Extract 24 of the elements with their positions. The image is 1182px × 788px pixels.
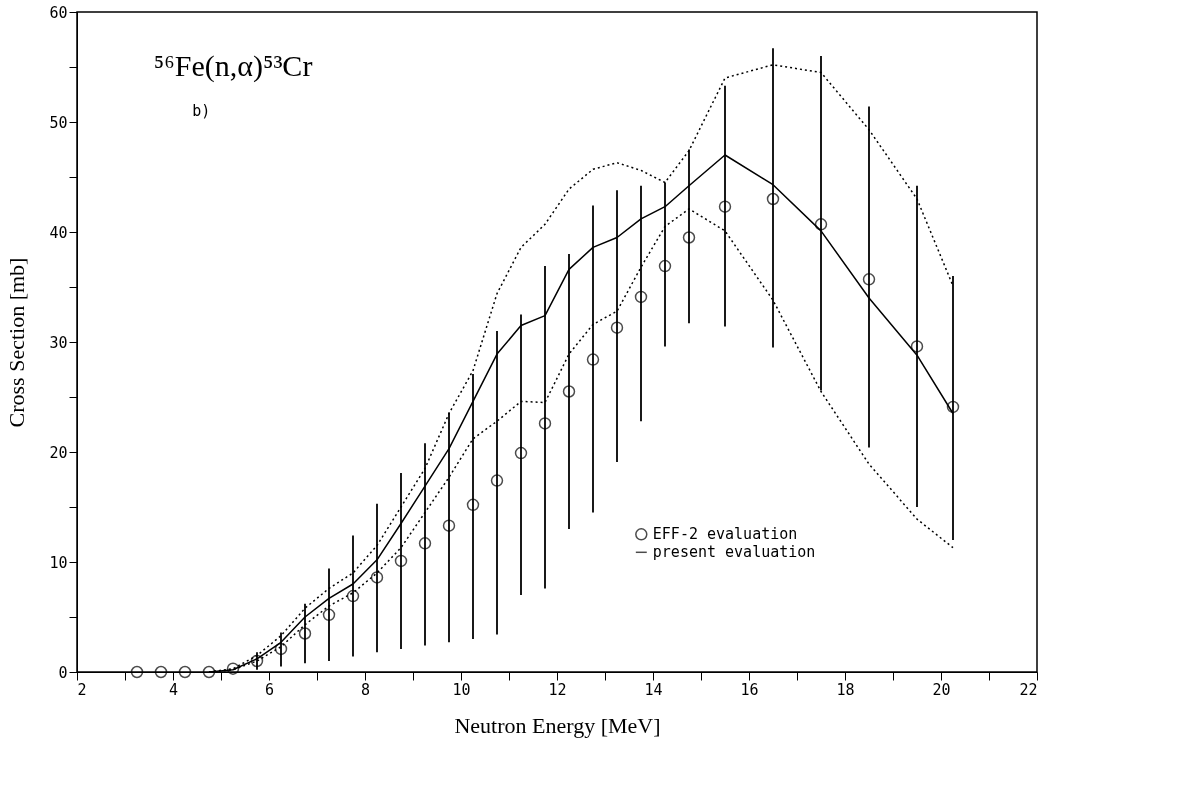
x-axis-title: Neutron Energy [MeV] xyxy=(454,712,661,738)
legend-label: EFF-2 evaluation xyxy=(652,525,798,544)
x-tick-label: 8 xyxy=(360,680,371,699)
y-axis-title: Cross Section [mb] xyxy=(4,257,30,428)
annotation: b) xyxy=(192,102,211,121)
x-tick-label: 20 xyxy=(932,680,951,699)
y-tick-label: 0 xyxy=(58,663,68,682)
y-tick-label: 50 xyxy=(49,113,68,132)
y-tick-label: 30 xyxy=(49,333,68,352)
y-tick-label: 10 xyxy=(49,553,68,572)
y-tick-label: 40 xyxy=(49,223,68,242)
y-tick-label: 60 xyxy=(49,3,68,22)
legend-label: present evaluation xyxy=(652,543,816,562)
x-tick-label: 4 xyxy=(168,680,179,699)
x-tick-label: 6 xyxy=(264,680,275,699)
x-tick-label: 12 xyxy=(548,680,567,699)
y-tick-label: 20 xyxy=(49,443,68,462)
x-tick-label: 16 xyxy=(740,680,759,699)
x-tick-label: 18 xyxy=(836,680,855,699)
x-tick-label: 14 xyxy=(644,680,663,699)
x-tick-label: 22 xyxy=(1019,680,1038,699)
x-tick-label: 10 xyxy=(452,680,471,699)
x-tick-label: 2 xyxy=(77,680,87,699)
text: ⁵⁶Fe(n,α)⁵³Cr xyxy=(153,48,313,83)
